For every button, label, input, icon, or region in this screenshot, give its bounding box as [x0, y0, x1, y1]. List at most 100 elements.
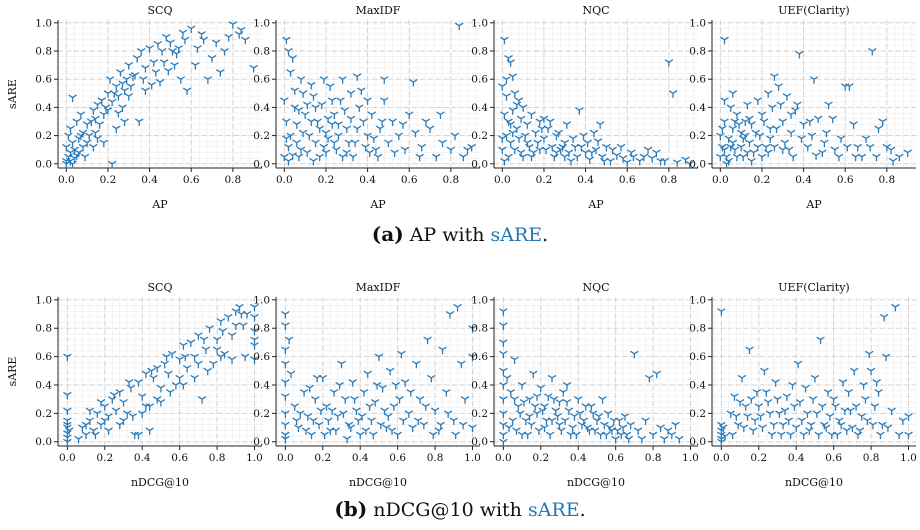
scatter-point [105, 76, 115, 84]
scatter-point [115, 421, 124, 430]
scatter-point [587, 403, 596, 411]
scatter-point [346, 424, 356, 433]
scatter-point [365, 403, 374, 411]
scatter-point [737, 375, 747, 383]
scatter-point [388, 118, 397, 127]
scatter-point [429, 431, 438, 440]
scatter-point [745, 115, 754, 124]
x-tick-label: 0.6 [389, 452, 406, 464]
y-axis-label: sARE [6, 357, 19, 387]
scatter-point [734, 421, 743, 430]
scatter-point [558, 144, 567, 152]
scatter-point [193, 45, 202, 53]
scatter-point [831, 403, 840, 411]
scatter-point [119, 399, 128, 407]
scatter-point [778, 118, 787, 127]
scatter-point [545, 431, 555, 440]
scatter-point [808, 396, 818, 404]
scatter-point [357, 413, 367, 421]
scatter-point [342, 436, 352, 444]
scatter-point [228, 21, 238, 29]
y-tick-label: 0.6 [35, 74, 52, 86]
scatter-point [332, 146, 341, 155]
scatter-point [300, 111, 310, 120]
scatter-point [844, 389, 853, 397]
scatter-point [419, 421, 429, 430]
scatter-point [399, 417, 408, 426]
scatter-point [156, 384, 166, 393]
scatter-point [417, 144, 426, 152]
x-tick-label: 0.0 [58, 174, 75, 186]
scatter-point [726, 410, 735, 419]
scatter-point [281, 311, 290, 319]
scatter-point [168, 350, 177, 359]
scatter-points [716, 36, 912, 169]
scatter-point [512, 101, 522, 110]
scatter-point [716, 132, 725, 141]
scatter-point [874, 389, 883, 397]
scatter-point [762, 389, 771, 397]
scatter-point [66, 125, 75, 134]
x-tick-label: 0.4 [134, 452, 151, 464]
scatter-point [519, 399, 529, 407]
scatter-point [363, 132, 372, 141]
x-tick-label: 0.6 [171, 452, 188, 464]
scatter-point [842, 427, 851, 436]
scatter-point [353, 125, 362, 134]
scatter-point [778, 421, 788, 430]
scatter-point [499, 367, 508, 376]
scatter-point [203, 367, 212, 376]
scatter-point [598, 396, 607, 404]
scatter-point [82, 121, 92, 129]
x-axis-label: AP [805, 198, 822, 211]
scatter-point [234, 31, 244, 39]
x-tick-label: 0.6 [837, 174, 854, 186]
scatter-point [444, 410, 453, 419]
scatter-point [739, 153, 748, 162]
scatter-point [720, 118, 729, 127]
scatter-point [730, 146, 740, 155]
x-tick-label: 0.8 [645, 452, 662, 464]
y-tick-label: 0.4 [471, 379, 488, 391]
scatter-points [63, 304, 259, 447]
y-tick-label: 1.0 [253, 17, 270, 29]
scatter-point [790, 403, 799, 411]
scatter-point [361, 144, 370, 152]
scatter-point [527, 421, 536, 430]
scatter-point [425, 125, 435, 134]
scatter-point [284, 48, 293, 56]
scatter-point [186, 339, 196, 348]
scatter-point [201, 346, 211, 355]
scatter-point [535, 146, 544, 155]
scatter-point [281, 346, 290, 355]
scatter-point [181, 353, 190, 362]
scatter-point [404, 410, 414, 419]
scatter-point [96, 399, 106, 407]
scatter-point [282, 135, 291, 144]
scatter-point [758, 424, 767, 433]
scatter-point [611, 436, 620, 444]
scatter-point [560, 417, 570, 426]
scatter-point [390, 149, 399, 158]
scatter-point [587, 149, 596, 158]
scatter-points [281, 304, 477, 444]
scatter-point [572, 431, 581, 440]
panel-title: NQC [582, 281, 609, 294]
scatter-point [387, 427, 397, 436]
scatter-point [516, 410, 525, 419]
scatter-point [671, 421, 680, 430]
scatter-point [784, 417, 793, 426]
scatter-point [499, 421, 508, 430]
scatter-point [294, 153, 304, 162]
scatter-point [508, 73, 517, 82]
scatter-point [608, 146, 617, 155]
scatter-point [726, 144, 735, 152]
scatter-point [557, 427, 566, 436]
scatter-point [499, 438, 508, 447]
scatter-point [807, 132, 817, 141]
scatter-point [527, 153, 536, 162]
scatter-point [290, 87, 299, 96]
scatter-point [516, 115, 526, 124]
panel-title: UEF(Clarity) [778, 4, 849, 17]
scatter-point [782, 93, 792, 101]
